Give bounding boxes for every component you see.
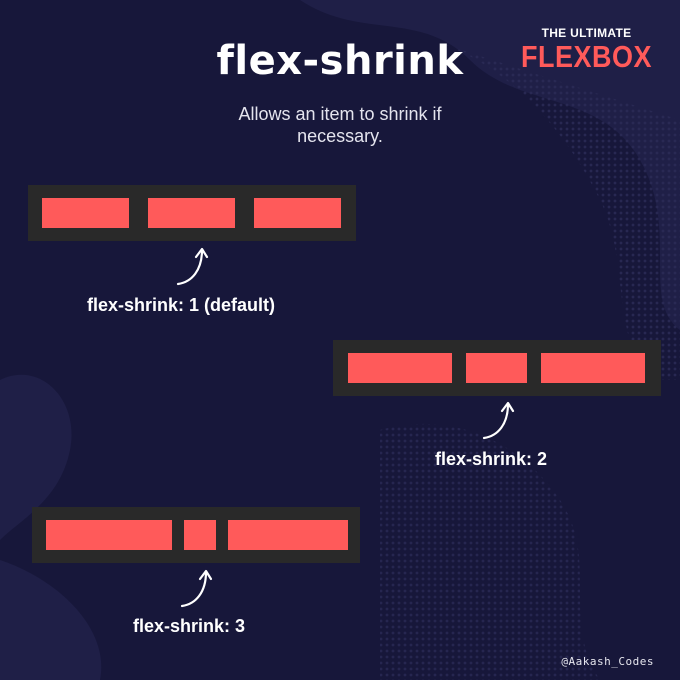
example-1-label: flex-shrink: 1 (default) [87,295,276,315]
flex-item [541,353,645,383]
brand-big-text: FLEXBOX [520,40,652,74]
page-title: flex-shrink [216,38,464,84]
flex-item [46,520,172,550]
flex-container-example-2 [333,340,661,396]
page-subtitle: Allows an item to shrink if necessary. [238,104,442,146]
curved-arrow-icon [180,569,213,608]
curved-arrow-icon [482,401,515,440]
flex-item [254,198,341,228]
example-2-label: flex-shrink: 2 [435,449,548,469]
flex-item [184,520,216,550]
brand-small-text: THE ULTIMATE [541,26,632,40]
flex-item [148,198,235,228]
flex-item [228,520,348,550]
flex-item [466,353,527,383]
example-3-label: flex-shrink: 3 [133,616,246,636]
flex-item [42,198,129,228]
flex-container-example-1 [28,185,356,241]
curved-arrow-icon [176,247,209,286]
author-handle: @Aakash_Codes [561,655,654,668]
flex-container-example-3 [32,507,360,563]
brand-logo: THE ULTIMATE FLEXBOX [520,26,652,74]
flex-item [348,353,452,383]
